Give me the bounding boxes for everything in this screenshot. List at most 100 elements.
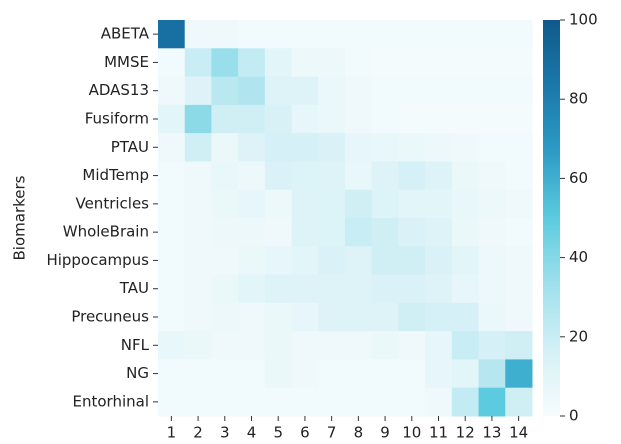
heatmap-cell [238,218,266,247]
heatmap-cell [158,302,186,332]
x-tick-label: 3 [220,424,230,442]
heatmap-cell [345,331,373,360]
heatmap-cell [184,48,212,78]
heatmap-cell [505,76,533,106]
heatmap-cell [505,20,533,49]
heatmap-cell [264,302,293,332]
x-tick-label: 8 [354,424,364,442]
heatmap-cell [211,76,239,106]
heatmap-cell [264,218,293,247]
heatmap-cell [291,20,319,49]
heatmap-cell [158,331,186,360]
heatmap-cell [318,274,346,304]
heatmap-cell [505,246,533,276]
x-tick-label: 5 [273,424,283,442]
heatmap-cell [451,161,480,191]
heatmap-cell [158,161,186,191]
heatmap-cell [238,161,266,191]
heatmap-cell [238,302,266,332]
heatmap-cell [451,20,480,49]
heatmap-cell [264,359,293,389]
y-tick-label: TAU [119,279,149,297]
heatmap-cell [291,302,319,332]
heatmap-cell [184,104,212,134]
heatmap-cell [425,104,453,134]
heatmap-cell [425,331,453,360]
heatmap-cell [264,274,293,304]
x-tick-label: 11 [429,424,448,442]
y-tick-label: MidTemp [82,166,149,184]
heatmap-cell [371,246,399,276]
x-tick-label: 10 [402,424,421,442]
heatmap-cell [291,359,319,389]
heatmap-cell [158,189,186,219]
y-tick-label: Fusiform [85,110,149,128]
heatmap-cell [318,359,346,389]
heatmap-cell [264,387,293,417]
y-axis-label: Biomarkers [11,175,29,260]
heatmap-cell [451,76,480,106]
heatmap-cell [291,387,319,417]
heatmap-cell [184,387,212,417]
heatmap-cell [505,104,533,134]
heatmap-cell [211,331,239,360]
heatmap-cell [238,331,266,360]
heatmap-cell [425,161,453,191]
y-tick-label: Precuneus [71,308,149,326]
heatmap-cell [318,218,346,247]
heatmap-cell [264,189,293,219]
heatmap-cell [158,133,186,162]
heatmap-cell [211,218,239,247]
heatmap-cell [291,48,319,78]
heatmap-cell [158,76,186,106]
heatmap-cell [184,76,212,106]
heatmap-cell [425,274,453,304]
heatmap-cell [371,387,399,417]
heatmap-cell [398,20,426,49]
heatmap-cell [211,274,239,304]
colorbar-tick-label: 0 [569,407,579,425]
heatmap-cell [451,274,480,304]
heatmap-cell [425,76,453,106]
heatmap-cell [451,48,480,78]
heatmap-cell [211,133,239,162]
heatmap-cell [264,104,293,134]
heatmap-cell [478,359,506,389]
heatmap-cell [158,274,186,304]
heatmap-cell [264,48,293,78]
heatmap-cell [211,387,239,417]
heatmap-cell [345,189,373,219]
y-tick-label: ADAS13 [89,81,149,99]
heatmap-cell [398,48,426,78]
heatmap-cell [291,189,319,219]
heatmap-cell [345,161,373,191]
heatmap-cell [478,331,506,360]
heatmap-cell [318,161,346,191]
colorbar-tick-label: 100 [569,11,598,29]
heatmap-cell [371,104,399,134]
heatmap-cell [318,76,346,106]
heatmap-cell [184,20,212,49]
heatmap-cell [238,189,266,219]
heatmap-cell [371,359,399,389]
y-tick-label: NFL [121,336,150,354]
heatmap-cell [371,161,399,191]
heatmap-cell [211,161,239,191]
heatmap-cell [371,48,399,78]
heatmap-cell [425,48,453,78]
colorbar-tick-label: 20 [569,327,588,345]
y-tick-label: ABETA [101,25,150,43]
x-tick-label: 14 [509,424,528,442]
x-tick-label: 12 [456,424,475,442]
heatmap-cell [211,189,239,219]
heatmap-cell [158,218,186,247]
heatmap-cell [184,359,212,389]
heatmap-cell [345,104,373,134]
heatmap-cell [425,133,453,162]
heatmap-cell [318,104,346,134]
heatmap-cell [211,20,239,49]
x-tick-label: 1 [167,424,177,442]
heatmap-cell [291,104,319,134]
heatmap-cell [291,246,319,276]
